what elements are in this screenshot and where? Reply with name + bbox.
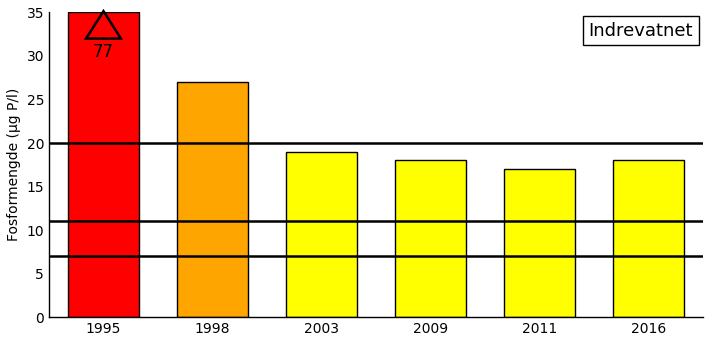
Bar (68, 12, 139, 317)
Text: Indrevatnet: Indrevatnet (589, 22, 693, 39)
Text: 77: 77 (93, 43, 114, 61)
Bar (177, 82, 248, 317)
Bar (395, 161, 466, 317)
Bar (286, 152, 357, 317)
Bar (504, 169, 575, 317)
Bar (613, 161, 684, 317)
Y-axis label: Fosformengde (µg P/l): Fosformengde (µg P/l) (7, 88, 21, 241)
